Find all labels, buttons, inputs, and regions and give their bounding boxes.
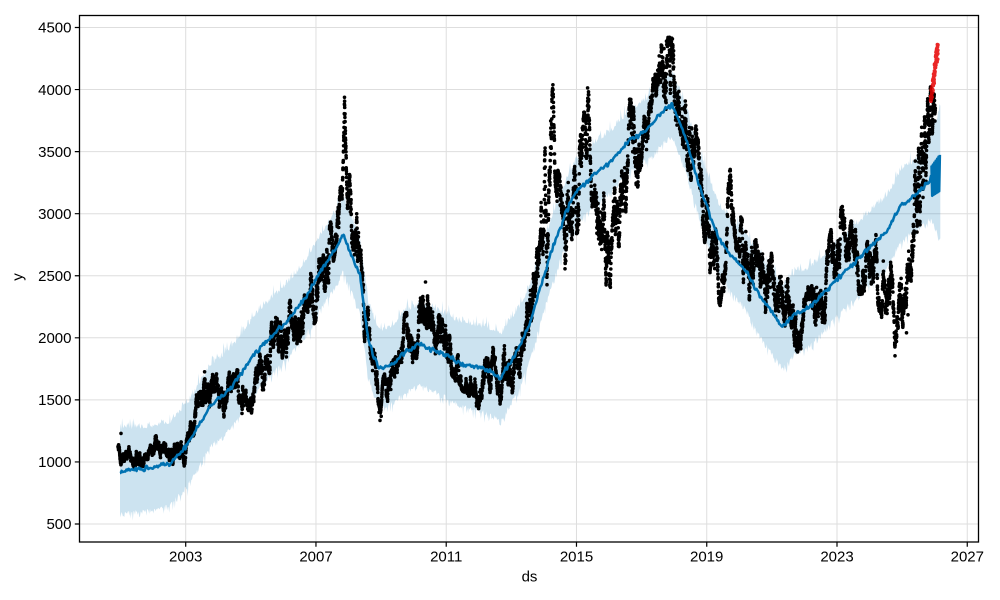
svg-text:ds: ds [522, 569, 538, 586]
svg-text:3500: 3500 [38, 144, 71, 161]
svg-text:2019: 2019 [690, 549, 723, 566]
svg-text:2003: 2003 [169, 549, 202, 566]
svg-text:3000: 3000 [38, 206, 71, 223]
svg-text:2007: 2007 [299, 549, 332, 566]
svg-text:2500: 2500 [38, 268, 71, 285]
svg-text:2011: 2011 [430, 549, 462, 566]
svg-text:4500: 4500 [38, 20, 71, 37]
svg-text:1000: 1000 [38, 454, 71, 471]
svg-text:2023: 2023 [820, 549, 853, 566]
svg-text:2015: 2015 [560, 549, 593, 566]
svg-text:2000: 2000 [38, 330, 71, 347]
svg-text:500: 500 [46, 516, 71, 533]
svg-text:2027: 2027 [951, 549, 984, 566]
svg-text:y: y [10, 273, 27, 281]
svg-text:4000: 4000 [38, 82, 71, 99]
svg-text:1500: 1500 [38, 392, 71, 409]
